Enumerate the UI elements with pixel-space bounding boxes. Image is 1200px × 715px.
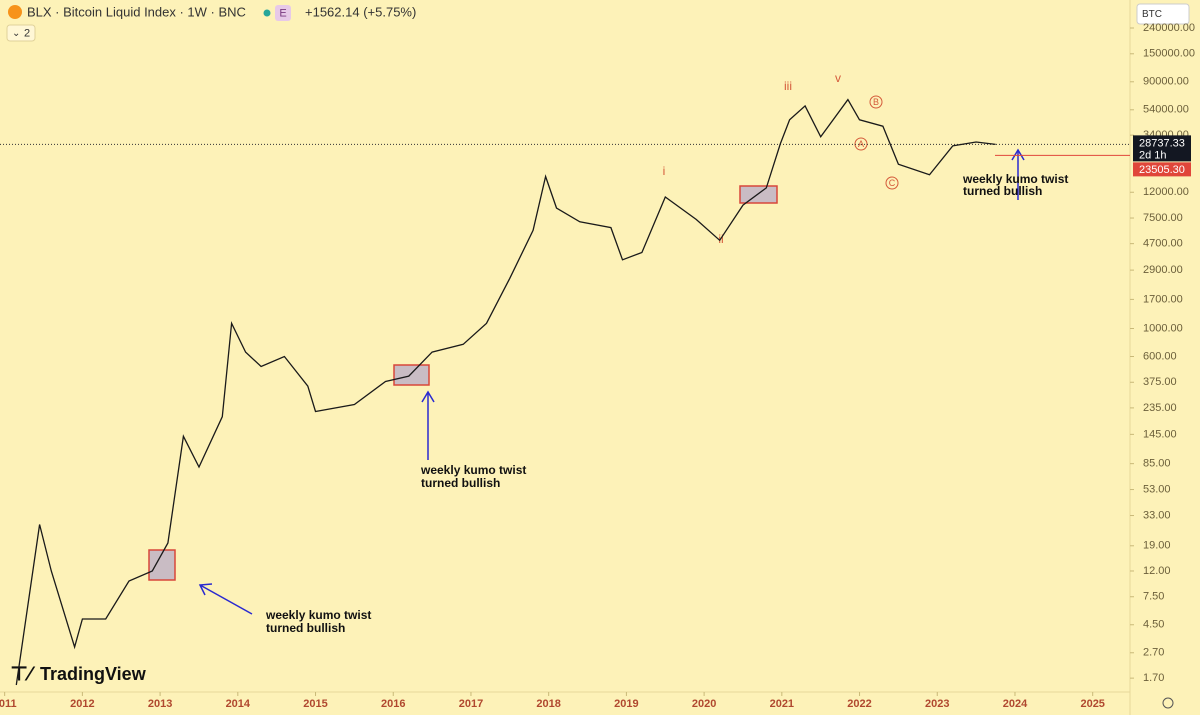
price-change: +1562.14 (+5.75%) [305,4,416,19]
x-tick-label: 2013 [148,698,172,710]
x-tick-label: 2024 [1003,698,1028,710]
y-tick-label: 54000.00 [1143,104,1189,116]
currency-button[interactable] [1136,3,1190,25]
level-label: 23505.30 [1139,164,1185,176]
arrows [198,148,1025,615]
y-tick-label: 1.70 [1143,672,1164,684]
y-tick-label: 375.00 [1143,376,1177,388]
y-tick-label: 2900.00 [1143,264,1183,276]
annotation: turned bullish [266,621,345,635]
y-tick-label: 90000.00 [1143,76,1189,88]
y-tick-label: 7500.00 [1143,212,1183,224]
settings-icon[interactable] [1162,697,1174,709]
highlight-box [148,549,176,581]
wave-label: B [873,97,879,107]
wave-label: iii [784,79,792,93]
highlight-box [739,185,778,204]
annotation: weekly kumo twist [962,172,1068,186]
badge [275,5,291,21]
x-tick-label: 2025 [1080,698,1104,710]
x-tick-label: 2016 [381,698,405,710]
y-tick-label: 4700.00 [1143,238,1183,250]
x-tick-label: 2012 [70,698,94,710]
x-tick-label: 2021 [770,698,794,710]
y-tick-label: 145.00 [1143,428,1177,440]
countdown-label: 2d 1h [1139,149,1167,161]
price-line [15,98,996,686]
y-tick-label: 53.00 [1143,483,1171,495]
annotation: weekly kumo twist [420,463,526,477]
level-box [1133,162,1191,177]
x-tick-label: 2015 [303,698,327,710]
annotation: weekly kumo twist [265,608,371,622]
y-tick-label: 2.70 [1143,647,1164,659]
y-tick-label: 1000.00 [1143,322,1183,334]
wave-circle [869,95,883,109]
arrow-head [198,583,213,596]
coin-icon [8,5,22,19]
last-price-box [1133,135,1191,162]
badge-text: E [279,7,286,19]
y-tick-label: 4.50 [1143,619,1164,631]
indicator-toggle[interactable] [6,24,36,42]
y-tick-label: 600.00 [1143,350,1177,362]
y-tick-label: 235.00 [1143,402,1177,414]
y-tick-label: 33.00 [1143,509,1171,521]
wave-label: i [663,164,666,178]
x-tick-label: 2014 [226,698,251,710]
y-tick-label: 12000.00 [1143,186,1189,198]
y-tick-label: 19.00 [1143,540,1171,552]
arrow-head [421,390,435,403]
y-tick-label: 240000.00 [1143,22,1195,34]
x-tick-label: 2019 [614,698,638,710]
y-tick-label: 7.50 [1143,591,1164,603]
x-tick-label: 2011 [0,698,17,710]
wave-label: v [835,71,841,85]
wave-label: C [889,178,896,188]
last-price-label: 28737.33 [1139,137,1185,149]
status-dot [263,9,271,17]
currency-label: BTC [1142,9,1162,20]
y-tick-label: 12.00 [1143,565,1171,577]
indicator-count: 2 [24,27,30,39]
annotation: turned bullish [421,476,500,490]
annotation: turned bullish [963,184,1042,198]
x-tick-label: 2023 [925,698,949,710]
x-tick-label: 2020 [692,698,716,710]
x-tick-label: 2017 [459,698,483,710]
y-tick-label: 1700.00 [1143,293,1183,305]
x-tick-label: 2018 [536,698,560,710]
highlight-box [393,364,430,386]
symbol-title: BLX · Bitcoin Liquid Index · 1W · BNC [27,4,246,19]
y-tick-label: 150000.00 [1143,48,1195,60]
x-tick-label: 2022 [847,698,871,710]
arrow-head [1011,148,1025,161]
arrow [199,584,253,615]
chevron: ⌄ [12,28,20,39]
y-tick-label: 85.00 [1143,458,1171,470]
logo: TradingView [40,664,147,684]
wave-circle [885,176,899,190]
